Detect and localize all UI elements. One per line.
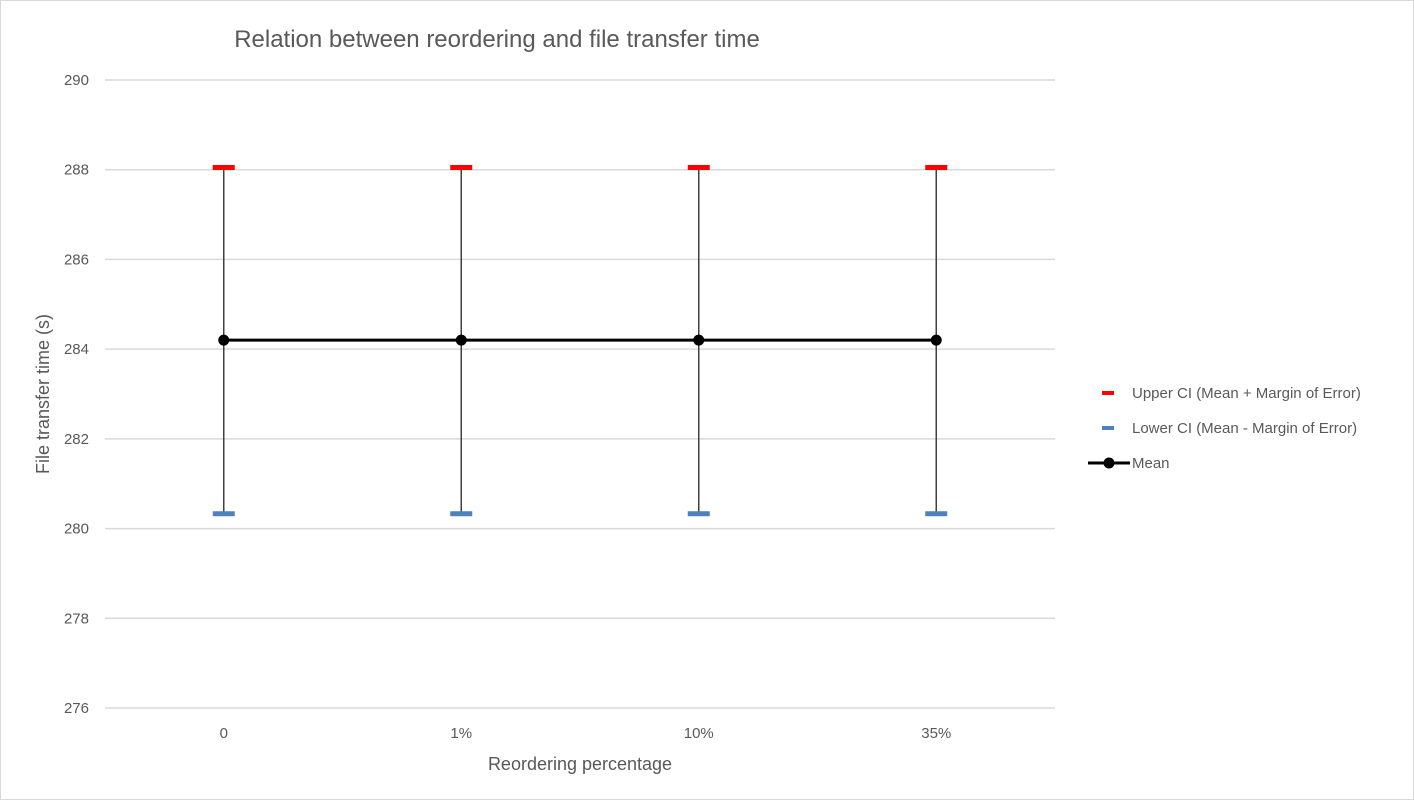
legend-swatch-mean-point	[1103, 457, 1115, 469]
series-layer	[212, 164, 948, 517]
x-axis-title: Reordering percentage	[488, 754, 672, 774]
y-tick-label: 286	[64, 251, 89, 268]
x-axis-tick-labels: 0 1% 10% 35%	[220, 725, 952, 742]
y-tick-label: 290	[64, 72, 89, 89]
y-tick-label: 284	[64, 341, 89, 358]
x-tick-label: 0	[220, 725, 228, 742]
y-axis-title: File transfer time (s)	[33, 314, 53, 474]
y-tick-label: 288	[64, 162, 89, 179]
y-tick-label: 276	[64, 700, 89, 717]
mean-point	[218, 334, 230, 346]
legend-label: Mean	[1132, 455, 1170, 472]
x-tick-label: 1%	[450, 725, 472, 742]
chart-title: Relation between reordering and file tra…	[234, 26, 760, 53]
mean-point	[930, 334, 942, 346]
mean-point	[693, 334, 705, 346]
legend: Upper CI (Mean + Margin of Error) Lower C…	[1088, 385, 1361, 472]
legend-label: Lower CI (Mean - Margin of Error)	[1132, 420, 1357, 437]
y-tick-label: 278	[64, 610, 89, 627]
x-tick-label: 10%	[684, 725, 714, 742]
gridlines	[105, 79, 1055, 709]
mean-point	[455, 334, 467, 346]
y-tick-label: 280	[64, 521, 89, 538]
legend-label: Upper CI (Mean + Margin of Error)	[1132, 385, 1361, 402]
x-tick-label: 35%	[921, 725, 951, 742]
y-tick-label: 282	[64, 431, 89, 448]
y-axis-tick-labels: 276 278 280 282 284 286 288 290	[64, 72, 89, 717]
